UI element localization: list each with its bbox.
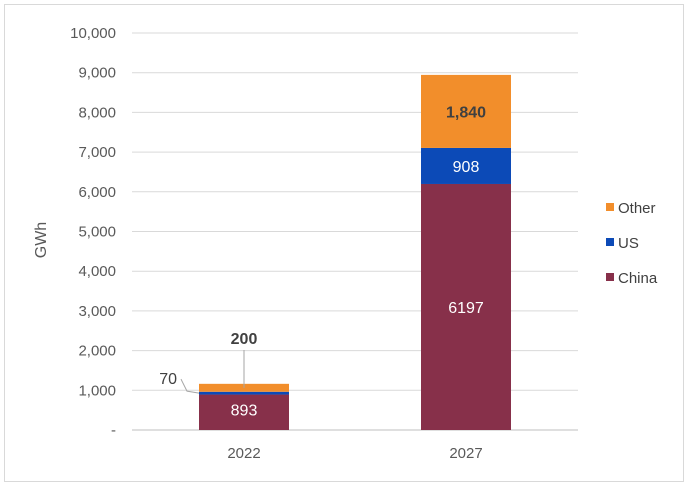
y-tick-label: -: [111, 422, 116, 439]
legend-swatch-other: [606, 203, 614, 211]
data-label-other-2027: 1,840: [446, 104, 486, 121]
y-tick-label: 3,000: [78, 303, 116, 320]
bars: [199, 74, 511, 430]
gridlines: [132, 32, 578, 431]
y-tick-label: 6,000: [78, 184, 116, 201]
legend-label-other: Other: [618, 200, 656, 217]
legend-swatch-us: [606, 238, 614, 246]
bar-us-2027: [421, 147, 511, 184]
y-tick-label: 2,000: [78, 343, 116, 360]
legend-label-us: US: [618, 235, 639, 252]
leader-line-us-2022: [180, 378, 200, 394]
data-label-china-2022: 893: [231, 402, 258, 419]
bar-china-2027: [421, 183, 511, 430]
bar-other-2027: [421, 74, 511, 148]
data-label-other-2022: 200: [231, 331, 258, 348]
y-tick-label: 8,000: [78, 104, 116, 121]
chart-frame: [4, 4, 684, 482]
legend: Other US China: [606, 200, 658, 287]
data-label-us-2027: 908: [453, 159, 480, 176]
y-axis-label: GWh: [33, 222, 50, 258]
y-tick-label: 10,000: [70, 25, 116, 42]
y-tick-label: 1,000: [78, 382, 116, 399]
y-tick-label: 7,000: [78, 144, 116, 161]
data-label-china-2027: 6197: [448, 300, 484, 317]
y-tick-label: 4,000: [78, 263, 116, 280]
x-tick-label: 2027: [449, 445, 482, 462]
x-axis-ticks: 2022 2027: [227, 445, 482, 462]
y-tick-label: 9,000: [78, 65, 116, 82]
legend-swatch-china: [606, 273, 614, 281]
y-axis-ticks: - 1,000 2,000 3,000 4,000 5,000 6,000 7,000 8,00…: [70, 25, 116, 439]
x-tick-label: 2022: [227, 445, 260, 462]
data-labels: 6197 908 1,840 893 70 200: [159, 104, 486, 419]
bar-china-2022: [199, 394, 289, 430]
data-label-us-2022: 70: [159, 371, 177, 388]
legend-label-china: China: [618, 270, 658, 287]
bar-us-2022: [199, 391, 289, 395]
y-tick-label: 5,000: [78, 224, 116, 241]
